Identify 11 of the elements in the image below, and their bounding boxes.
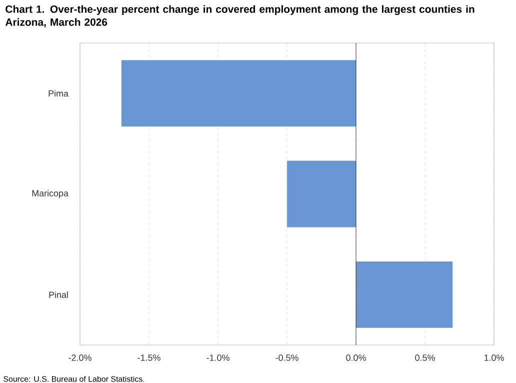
- x-tick-label: 0.5%: [415, 354, 435, 361]
- y-tick-label: Pinal: [49, 291, 68, 298]
- x-tick-label: -2.0%: [68, 354, 92, 361]
- x-tick-label: -0.5%: [276, 354, 298, 361]
- x-tick-label: -1.0%: [206, 354, 230, 361]
- x-tick-label: 1.0%: [484, 354, 504, 361]
- chart-title: Chart 1. Over-the-year percent change in covered employment among the largest counties in Arizona, March 2026: [5, 5, 474, 28]
- y-tick-label: Maricopa: [32, 190, 68, 198]
- x-tick-label: -1.5%: [138, 354, 160, 361]
- y-tick-label: Pima: [48, 90, 68, 97]
- x-tick-label: 0.0%: [346, 354, 366, 361]
